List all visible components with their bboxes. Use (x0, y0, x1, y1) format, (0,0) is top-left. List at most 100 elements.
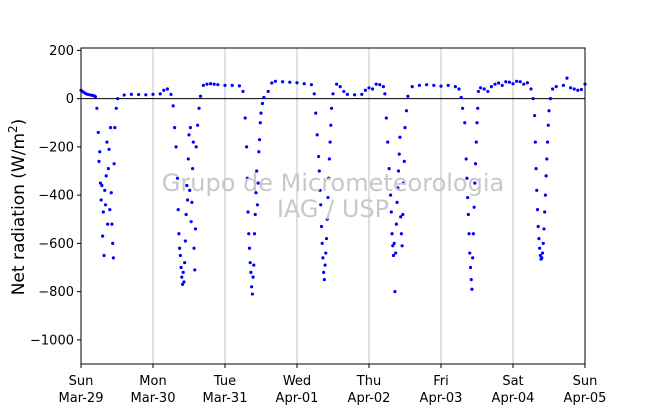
data-point-0-19 (103, 203, 108, 207)
data-point-0-46 (174, 145, 178, 149)
data-point-0-183 (432, 83, 436, 87)
data-point-0-106 (258, 121, 262, 125)
data-point-0-72 (193, 227, 198, 231)
data-point-0-194 (466, 212, 470, 217)
data-point-0-199 (470, 287, 474, 291)
data-point-0-47 (175, 176, 180, 180)
data-point-0-152 (381, 84, 385, 89)
data-point-0-57 (183, 261, 187, 265)
y-axis-label-close: ) (9, 119, 29, 126)
data-point-0-226 (533, 140, 537, 144)
data-point-0-69 (191, 140, 195, 144)
data-point-0-8 (95, 106, 99, 110)
data-point-0-90 (247, 232, 251, 236)
data-point-0-172 (399, 232, 403, 236)
data-point-0-119 (314, 111, 318, 115)
x-tick-date-0: Mar-29 (59, 391, 104, 406)
data-point-0-191 (464, 157, 468, 161)
data-point-0-222 (525, 81, 530, 85)
data-point-0-151 (378, 83, 382, 87)
x-tick-day-6: Sat (502, 374, 523, 389)
data-point-0-109 (262, 95, 266, 100)
data-point-0-184 (439, 84, 443, 88)
data-point-0-125 (319, 224, 324, 229)
data-point-0-133 (325, 217, 329, 221)
data-point-0-95 (250, 292, 254, 296)
data-point-0-157 (389, 193, 393, 197)
data-point-0-243 (545, 140, 550, 144)
data-point-0-181 (417, 83, 421, 87)
x-tick-date-1: Mar-30 (131, 391, 176, 406)
data-point-0-162 (392, 241, 396, 245)
data-point-0-246 (548, 97, 553, 101)
data-point-0-63 (187, 133, 191, 137)
data-point-0-25 (108, 208, 112, 212)
data-point-0-148 (367, 86, 371, 90)
data-point-0-231 (537, 236, 541, 241)
data-point-0-13 (99, 198, 103, 202)
data-point-0-88 (245, 176, 249, 180)
data-point-0-48 (176, 208, 180, 212)
data-point-0-219 (515, 79, 519, 83)
data-point-0-10 (97, 159, 101, 163)
data-point-0-93 (249, 270, 253, 274)
data-point-0-178 (404, 109, 409, 113)
data-point-0-86 (243, 116, 247, 120)
data-point-0-196 (468, 251, 472, 255)
data-point-0-126 (320, 241, 324, 245)
data-point-0-161 (391, 253, 396, 258)
data-point-0-120 (315, 133, 319, 137)
data-point-0-242 (545, 157, 549, 161)
data-point-0-115 (295, 81, 299, 85)
data-point-0-26 (108, 126, 113, 130)
data-point-0-111 (270, 81, 274, 85)
data-point-0-203 (473, 181, 477, 185)
data-point-0-176 (402, 159, 406, 163)
data-point-0-32 (113, 126, 117, 130)
data-point-0-56 (182, 280, 186, 284)
data-point-0-245 (547, 109, 551, 113)
data-point-0-210 (482, 87, 486, 91)
data-point-0-189 (461, 106, 465, 110)
x-tick-day-7: Sun (573, 374, 598, 389)
data-point-0-207 (476, 106, 480, 110)
data-point-0-215 (500, 83, 504, 87)
plot-area-frame (80, 47, 586, 365)
data-point-0-155 (386, 140, 390, 144)
data-point-0-250 (565, 76, 569, 80)
data-point-0-167 (396, 186, 400, 190)
data-point-0-89 (246, 210, 250, 214)
data-point-0-214 (497, 81, 501, 85)
data-point-0-35 (122, 93, 126, 97)
data-point-0-77 (201, 83, 205, 87)
y-tick-label-6: −1000 (30, 333, 74, 348)
data-point-0-22 (106, 222, 110, 226)
data-point-0-67 (190, 200, 194, 204)
data-point-0-202 (472, 205, 476, 209)
data-point-0-42 (165, 87, 169, 91)
data-point-0-179 (406, 94, 410, 98)
data-point-0-33 (114, 106, 118, 110)
data-point-0-108 (260, 101, 265, 106)
x-tick-date-6: Apr-04 (492, 391, 535, 406)
data-point-0-213 (493, 82, 497, 86)
data-point-0-53 (180, 275, 184, 279)
data-point-0-31 (112, 162, 116, 166)
data-point-0-236 (540, 251, 545, 255)
data-point-0-44 (171, 104, 175, 108)
data-point-0-186 (453, 84, 457, 89)
data-point-0-66 (189, 220, 193, 224)
data-point-0-11 (98, 150, 102, 154)
data-point-0-122 (317, 169, 321, 173)
data-point-0-85 (241, 89, 245, 94)
data-point-0-237 (541, 241, 545, 245)
data-point-0-117 (309, 83, 313, 87)
data-point-0-18 (103, 188, 107, 192)
data-point-0-170 (398, 135, 402, 139)
data-point-0-232 (538, 246, 542, 250)
data-point-0-34 (116, 97, 120, 101)
data-point-0-225 (533, 113, 537, 118)
data-point-0-58 (183, 239, 187, 243)
data-point-0-227 (534, 167, 538, 171)
x-tick-date-7: Apr-05 (564, 391, 607, 406)
